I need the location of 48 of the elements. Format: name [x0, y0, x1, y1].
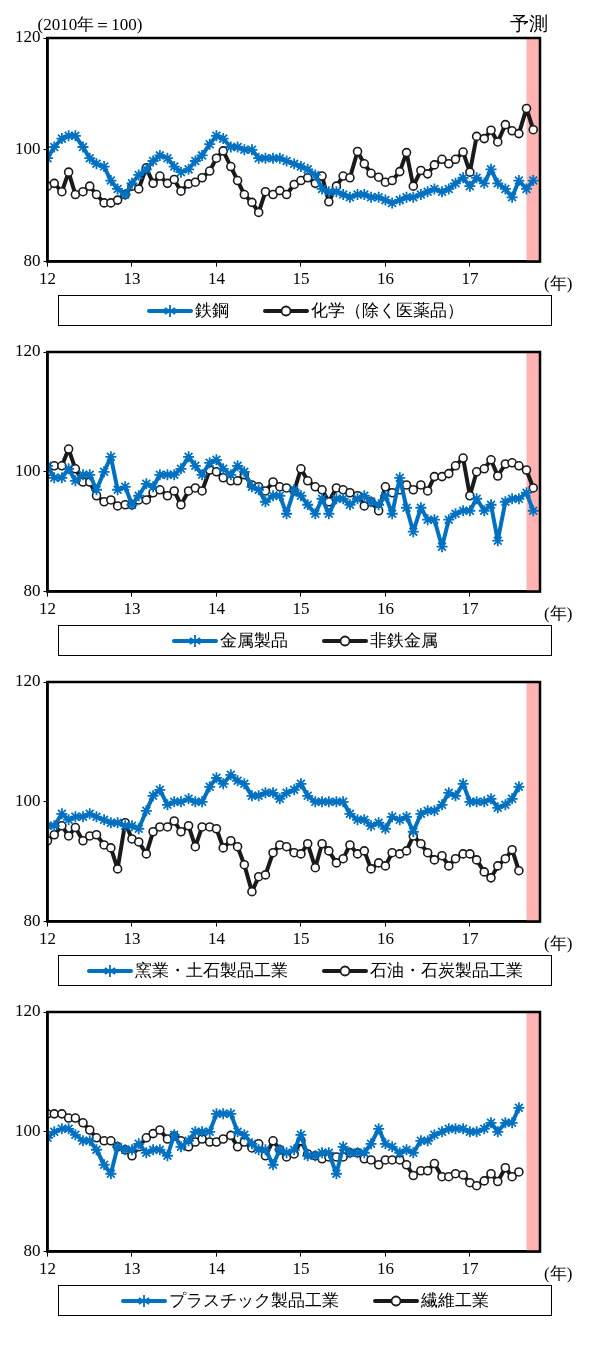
y-tick-label: 80: [23, 911, 41, 931]
x-tick-label: 12: [39, 269, 56, 289]
x-tick-label: 16: [376, 1259, 394, 1279]
y-tick-label: 100: [15, 1121, 41, 1141]
x-axis-title: (年): [544, 1263, 573, 1283]
x-tick-label: 12: [39, 1259, 56, 1279]
legend-label: 非鉄金属: [370, 630, 438, 652]
x-axis-title: (年): [544, 933, 573, 953]
y-tick-label: 80: [23, 251, 41, 271]
x-tick-label: 15: [292, 599, 310, 619]
x-tick-label: 13: [123, 929, 141, 949]
legend-label: プラスチック製品工業: [169, 1290, 339, 1312]
x-tick-label: 13: [123, 1259, 141, 1279]
legend-label: 化学（除く医薬品）: [310, 300, 464, 322]
x-tick-label: 16: [376, 269, 394, 289]
legend-label: 鉄鋼: [194, 300, 229, 322]
x-tick-label: 15: [292, 929, 310, 949]
legend-label: 窯業・土石製品工業: [135, 960, 288, 982]
x-axis-title: (年): [544, 603, 573, 623]
x-tick-label: 15: [292, 269, 310, 289]
x-tick-label: 17: [461, 929, 479, 949]
x-tick-label: 17: [461, 269, 479, 289]
x-tick-label: 16: [376, 599, 394, 619]
x-tick-label: 13: [123, 599, 141, 619]
x-tick-label: 14: [207, 269, 226, 289]
legend-label: 石油・石炭製品工業: [370, 960, 523, 982]
x-tick-label: 14: [207, 1259, 226, 1279]
legend-label: 繊維工業: [421, 1290, 489, 1312]
y-tick-label: 80: [23, 581, 41, 601]
legend-label: 金属製品: [220, 630, 288, 652]
x-tick-label: 17: [461, 599, 479, 619]
band-label: 予測: [510, 13, 548, 35]
y-tick-label: 120: [15, 341, 41, 361]
x-tick-label: 13: [123, 269, 141, 289]
x-tick-label: 14: [207, 929, 226, 949]
y-tick-label: 100: [15, 461, 41, 481]
x-tick-label: 17: [461, 1259, 479, 1279]
x-tick-label: 12: [39, 599, 56, 619]
x-axis-title: (年): [544, 273, 573, 293]
y-tick-label: 100: [15, 139, 41, 159]
x-tick-label: 15: [292, 1259, 310, 1279]
y-tick-label: 80: [23, 1241, 41, 1261]
y-tick-label: 100: [15, 791, 41, 811]
y-tick-label: 120: [15, 1001, 41, 1021]
y-tick-label: 120: [15, 671, 41, 691]
x-tick-label: 16: [376, 929, 394, 949]
x-tick-label: 12: [39, 929, 56, 949]
x-tick-label: 14: [207, 599, 226, 619]
